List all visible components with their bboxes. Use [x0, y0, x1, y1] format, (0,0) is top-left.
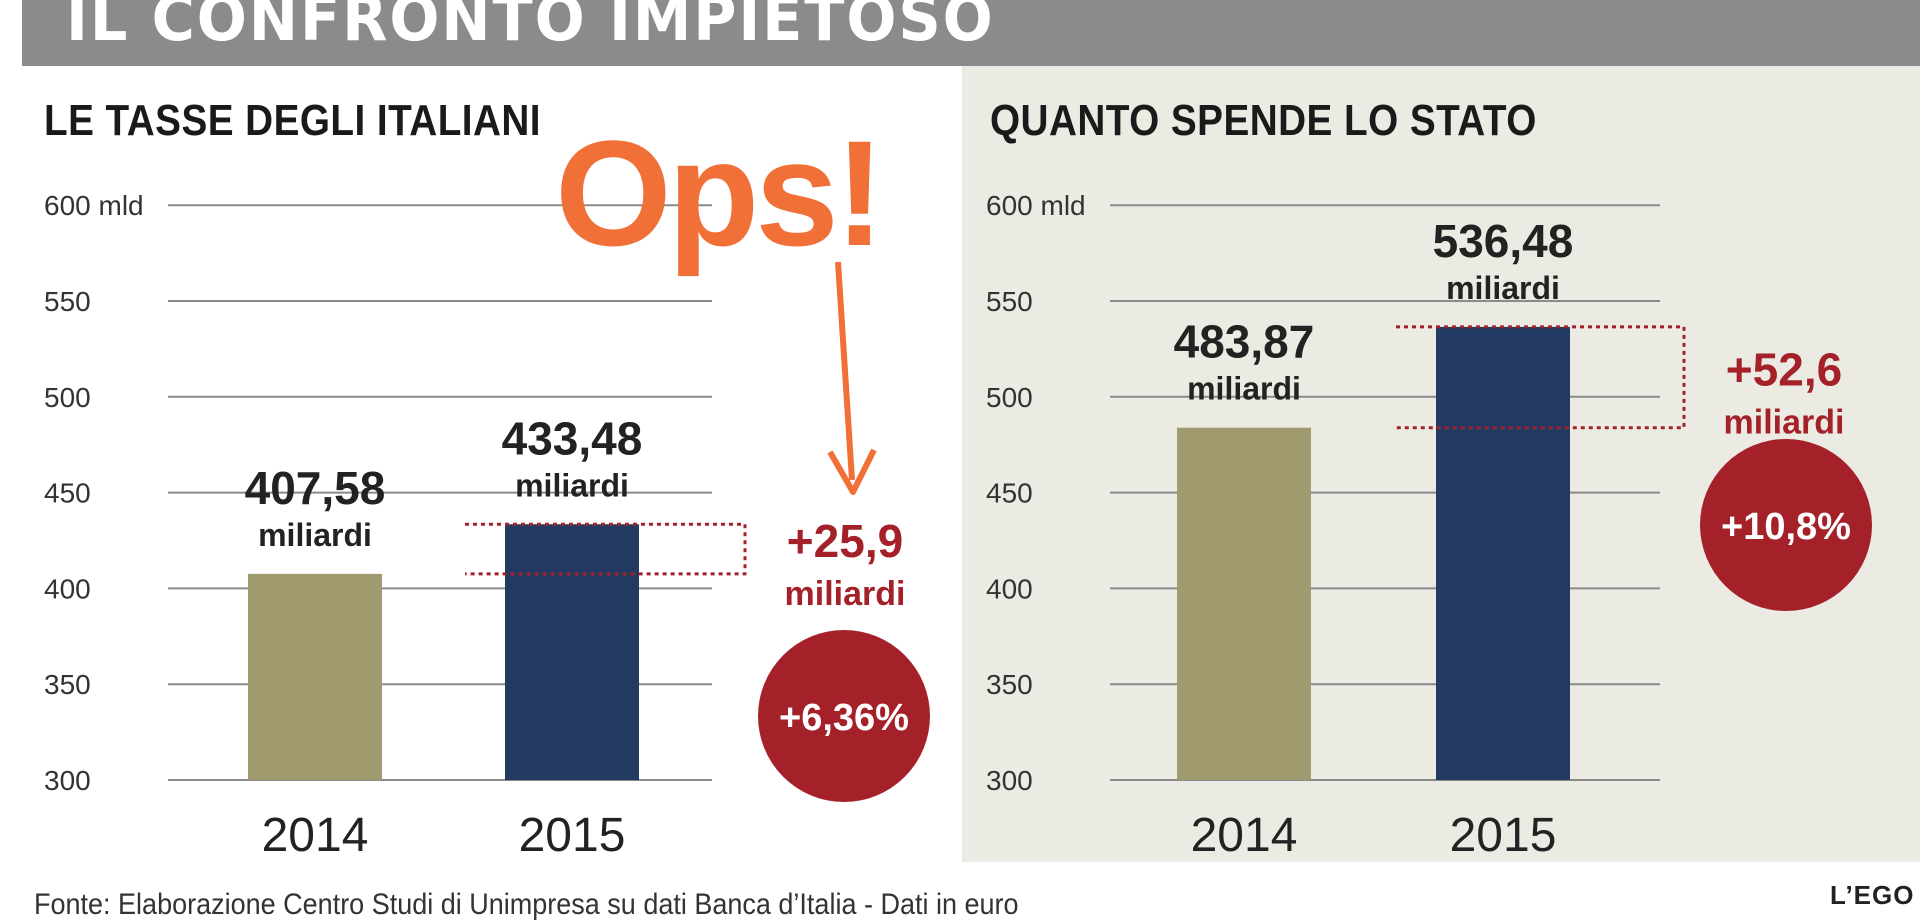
y-tick-label: 450	[44, 478, 91, 509]
y-tick-label: 550	[986, 286, 1033, 317]
x-category-label: 2014	[262, 809, 369, 862]
y-tick-label: 500	[986, 382, 1033, 413]
y-tick-label: 400	[44, 573, 91, 604]
header-bar: IL CONFRONTO IMPIETOSO	[22, 0, 1920, 66]
left-chart-title: LE TASSE DEGLI ITALIANI	[44, 96, 541, 145]
difference-unit: miliardi	[785, 575, 906, 613]
data-label-value: 433,48	[502, 412, 643, 464]
data-label-value: 536,48	[1433, 215, 1574, 267]
percent-label: +6,36%	[779, 697, 909, 739]
x-category-label: 2015	[519, 809, 626, 862]
data-label-unit: miliardi	[258, 517, 372, 553]
y-tick-label: 300	[44, 765, 91, 796]
bar-2015	[505, 524, 639, 780]
bar-2014	[248, 573, 382, 780]
difference-unit: miliardi	[1724, 403, 1845, 441]
data-label-unit: miliardi	[1187, 371, 1301, 407]
x-category-label: 2015	[1450, 809, 1557, 862]
x-category-label: 2014	[1191, 809, 1298, 862]
data-label-unit: miliardi	[1446, 270, 1560, 306]
page-title: IL CONFRONTO IMPIETOSO	[66, 0, 995, 55]
difference-value: +52,6	[1726, 343, 1842, 395]
percent-label: +10,8%	[1721, 506, 1851, 548]
y-tick-label: 550	[44, 286, 91, 317]
y-tick-label: 400	[986, 573, 1033, 604]
difference-value: +25,9	[787, 515, 903, 567]
ops-arrow-icon	[827, 261, 877, 495]
source-note: Fonte: Elaborazione Centro Studi di Unim…	[34, 888, 1019, 921]
y-tick-label: 300	[986, 765, 1033, 796]
bar-2014	[1177, 427, 1311, 780]
y-tick-label: 350	[986, 669, 1033, 700]
data-label-value: 483,87	[1174, 316, 1315, 368]
y-tick-label: 600 mld	[44, 190, 144, 221]
difference-bracket	[465, 522, 747, 576]
ops-overlay-text: Ops!	[555, 109, 885, 277]
data-label-value: 407,58	[245, 462, 386, 514]
percent-circle	[1700, 439, 1872, 611]
bar-2015	[1436, 326, 1570, 780]
difference-bracket	[1396, 325, 1686, 430]
percent-circle	[758, 630, 930, 802]
y-tick-label: 350	[44, 669, 91, 700]
data-label-unit: miliardi	[515, 467, 629, 503]
y-tick-label: 500	[44, 382, 91, 413]
y-tick-label: 600 mld	[986, 190, 1086, 221]
y-tick-label: 450	[986, 478, 1033, 509]
right-chart-title: QUANTO SPENDE LO STATO	[990, 96, 1537, 145]
brand-logo: L’EGO	[1830, 880, 1915, 910]
